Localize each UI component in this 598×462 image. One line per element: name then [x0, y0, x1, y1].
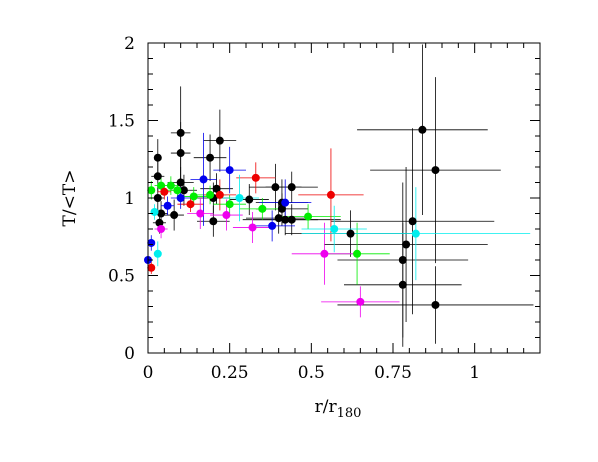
data-point [320, 249, 329, 258]
data-point [398, 280, 407, 289]
data-point [356, 297, 365, 306]
data-point [398, 256, 407, 264]
data-point [206, 190, 215, 199]
data-point [173, 186, 182, 195]
x-tick-label: 0.5 [298, 363, 325, 383]
data-point [212, 184, 221, 193]
data-point [402, 240, 411, 249]
data-point [170, 211, 179, 220]
data-point [268, 221, 277, 230]
data-point [431, 166, 440, 175]
data-point [147, 186, 156, 195]
data-point [271, 183, 280, 192]
y-tick-label: 1.5 [108, 112, 135, 132]
x-axis-label-subscript: 180 [337, 406, 362, 421]
data-point [196, 209, 205, 218]
data-point [287, 215, 296, 224]
data-point [287, 183, 296, 192]
data-point [157, 209, 166, 218]
y-tick-label: 2 [124, 34, 135, 54]
data-point [326, 190, 335, 199]
data-point [215, 190, 224, 199]
data-point [163, 201, 172, 210]
x-tick-label: 1 [469, 363, 480, 383]
data-point [281, 215, 290, 224]
data-point [304, 212, 313, 221]
data-point [157, 181, 166, 190]
data-point [235, 194, 244, 202]
data-point [411, 229, 420, 238]
data-point [353, 249, 362, 258]
data-point [206, 153, 215, 162]
data-point [225, 166, 234, 175]
data-point [431, 300, 440, 309]
x-tick-label: 0.75 [374, 363, 412, 383]
data-point [346, 229, 355, 238]
data-points [144, 125, 440, 309]
data-point [274, 214, 283, 223]
data-point [199, 175, 208, 184]
data-point [176, 128, 185, 137]
data-point [408, 217, 417, 226]
data-point [153, 249, 162, 258]
data-point [179, 186, 188, 195]
x-axis-label-main: r/r [315, 397, 338, 417]
data-point [248, 223, 257, 232]
data-point [245, 195, 254, 204]
data-point [215, 136, 224, 145]
axis-ticks: 0 0.25 0.5 0.75 1 0 0.5 1 1.5 2 [108, 34, 541, 383]
data-point [166, 181, 175, 190]
data-point [418, 125, 427, 134]
data-point [150, 207, 159, 216]
y-tick-label: 0 [124, 344, 135, 364]
y-axis-label: T/<T> [60, 170, 80, 227]
x-tick-label: 0 [143, 363, 154, 383]
data-point [251, 173, 260, 182]
data-point [186, 200, 195, 209]
data-point [176, 149, 185, 158]
y-tick-label: 0.5 [108, 267, 135, 287]
data-point [176, 194, 185, 202]
data-point [160, 187, 169, 196]
data-point [147, 263, 156, 272]
data-point [176, 178, 185, 187]
data-point [222, 211, 231, 220]
data-point [209, 217, 218, 226]
data-point [153, 153, 162, 162]
x-axis-label: r/r180 [315, 397, 362, 421]
y-tick-label: 1 [124, 189, 135, 209]
data-point [157, 225, 166, 233]
data-point [277, 204, 286, 213]
data-point [281, 198, 290, 207]
x-tick-label: 0.25 [211, 363, 249, 383]
data-point [330, 225, 339, 233]
data-point [189, 192, 198, 201]
error-bars [147, 44, 534, 347]
data-point [258, 204, 267, 213]
data-point [153, 172, 162, 181]
data-point [155, 218, 164, 227]
data-point [225, 200, 234, 209]
